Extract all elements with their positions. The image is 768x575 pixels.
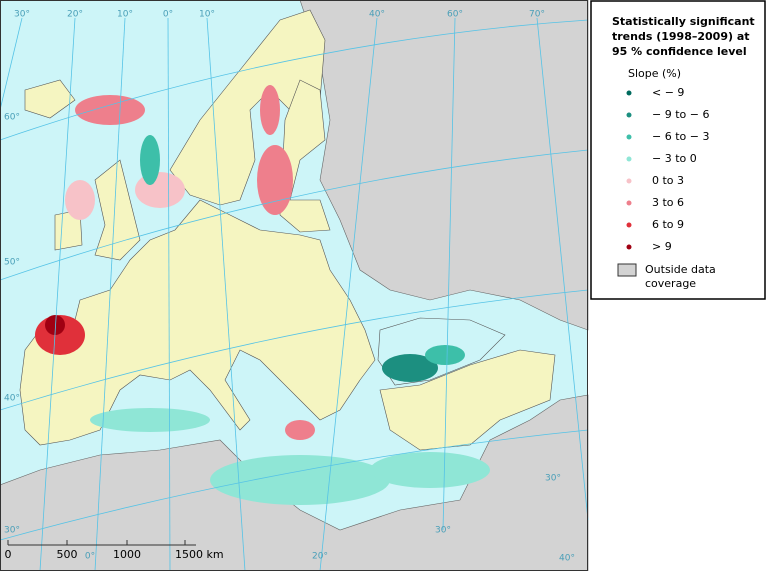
legend-swatch — [626, 156, 632, 162]
legend-label: − 6 to − 3 — [652, 130, 709, 143]
graticule-label: 40° — [369, 10, 385, 20]
legend-label: > 9 — [652, 240, 672, 253]
graticule-label: 10° — [199, 10, 215, 20]
graticule-label: 50° — [4, 258, 20, 268]
graticule-label: 0° — [163, 10, 173, 20]
land-eu — [379, 349, 556, 451]
legend-swatch — [626, 200, 632, 206]
graticule-label: 60° — [4, 113, 20, 123]
scale-bar — [7, 540, 196, 546]
legend-label: Outside data — [645, 263, 716, 276]
legend-swatch — [626, 134, 632, 140]
land-eu — [24, 79, 76, 119]
scale-label: 500 — [57, 548, 78, 561]
graticule-label: 30° — [4, 526, 20, 536]
graticule-label: 30° — [435, 526, 451, 536]
graticule-label: 0° — [85, 552, 95, 562]
graticule-label: 30° — [14, 10, 30, 20]
legend-swatch — [626, 90, 632, 96]
legend-title: trends (1998–2009) at — [612, 30, 750, 43]
land-eu — [19, 199, 376, 446]
land-eu — [279, 79, 331, 233]
graticule-label: 20° — [312, 552, 328, 562]
legend-title: Statistically significant — [612, 15, 755, 28]
graticule-label: 40° — [559, 554, 575, 564]
trend-patches — [35, 85, 490, 505]
legend-swatch — [626, 222, 632, 228]
graticule-label: 10° — [117, 10, 133, 20]
legend-label: − 9 to − 6 — [652, 108, 709, 121]
legend-swatch — [626, 112, 632, 118]
legend-box — [590, 0, 766, 300]
map: 30° 20° 10° 0° 10° 40° 60° 70° 60° 50° 40° 30° 0° 20°… — [0, 0, 589, 572]
legend-swatch — [626, 178, 632, 184]
graticule — [0, 17, 589, 572]
legend-label: 6 to 9 — [652, 218, 684, 231]
legend-subtitle: Slope (%) — [628, 67, 681, 80]
scale-label: 0 — [5, 548, 12, 561]
legend-label: < − 9 — [652, 86, 684, 99]
legend-label: 0 to 3 — [652, 174, 684, 187]
legend-label: − 3 to 0 — [652, 152, 697, 165]
legend-label: coverage — [645, 277, 696, 290]
graticule-label: 70° — [529, 10, 545, 20]
land-eu — [94, 159, 141, 261]
legend-swatch — [617, 263, 637, 277]
graticule-label: 20° — [67, 10, 83, 20]
legend-label: 3 to 6 — [652, 196, 684, 209]
land-outside — [299, 0, 589, 331]
graticule-label: 60° — [447, 10, 463, 20]
legend: Statistically significant trends (1998–20… — [590, 0, 766, 300]
legend-title: 95 % confidence level — [612, 45, 747, 58]
graticule-label: 40° — [4, 394, 20, 404]
legend-swatch — [626, 244, 632, 250]
scale-label: 1000 — [113, 548, 141, 561]
scale-label: 1500 km — [175, 548, 224, 561]
graticule-label: 30° — [545, 474, 561, 484]
